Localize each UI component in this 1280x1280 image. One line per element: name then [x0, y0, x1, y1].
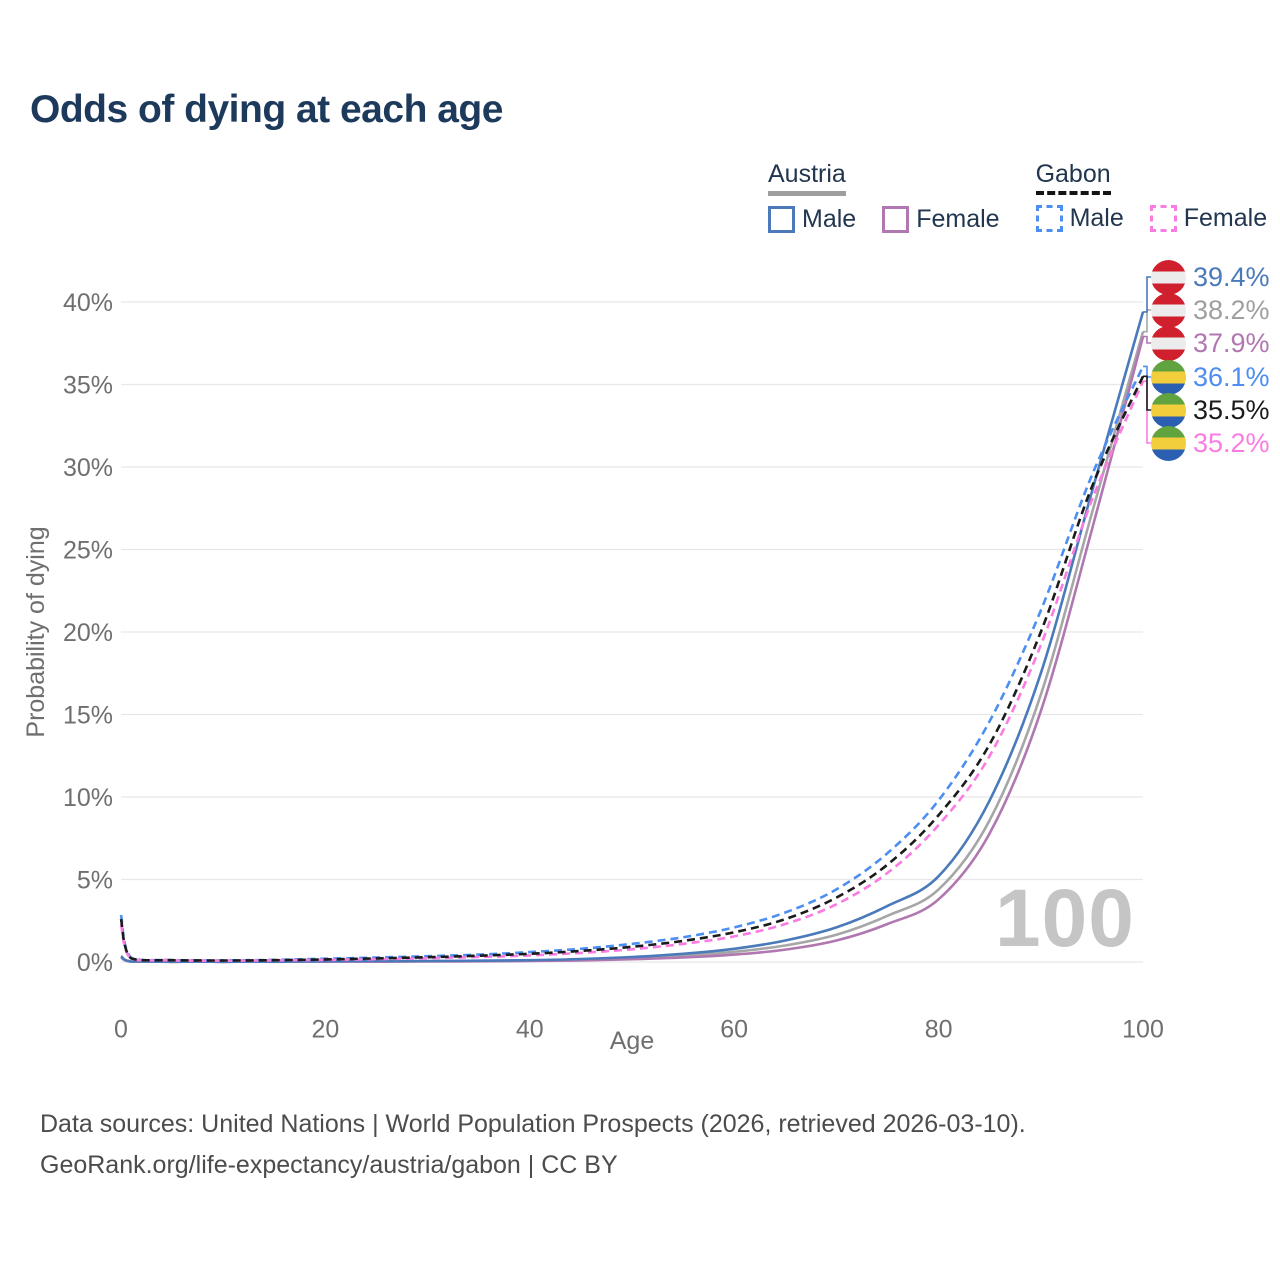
age-counter-watermark: 100: [995, 873, 1135, 964]
y-tick-label: 20%: [63, 619, 113, 647]
leader-line-austria-female: [1143, 335, 1152, 344]
legend-group-gabon: Gabon Male Female: [1035, 160, 1268, 234]
x-axis-title: Age: [610, 1027, 654, 1055]
end-label-row-austria-male: 39.4%: [1151, 259, 1270, 295]
leader-line-gabon-female: [1143, 380, 1152, 444]
x-tick-label: 100: [1122, 1016, 1164, 1044]
y-axis-title: Probability of dying: [22, 526, 50, 737]
end-value-austria-female: 37.9%: [1193, 327, 1270, 358]
series-line-austria-total: [120, 331, 1145, 964]
x-tick-label: 60: [720, 1016, 748, 1044]
end-value-gabon-total: 35.5%: [1193, 394, 1270, 425]
gabon-flag-icon: [1151, 359, 1186, 395]
legend-label-gabon-male: Male: [1069, 204, 1124, 232]
legend-label-austria-female: Female: [916, 205, 1000, 233]
end-value-austria-total: 38.2%: [1193, 294, 1270, 325]
legend-item-austria-male[interactable]: Male: [768, 205, 856, 234]
end-value-gabon-female: 35.2%: [1193, 427, 1270, 458]
legend-item-gabon-male[interactable]: Male: [1035, 204, 1124, 233]
y-tick-label: 25%: [63, 537, 113, 565]
y-tick-label: 5%: [77, 867, 113, 895]
y-tick-label: 0%: [77, 949, 113, 977]
austria-flag-icon: [1151, 259, 1186, 295]
series-line-gabon-female: [119, 380, 1145, 962]
leader-line-gabon-total: [1143, 375, 1152, 411]
legend-header-austria[interactable]: Austria: [768, 160, 846, 196]
end-value-austria-male: 39.4%: [1193, 261, 1270, 292]
y-tick-label: 10%: [63, 784, 113, 812]
austria-flag-icon: [1151, 325, 1186, 361]
series-line-austria-male: [120, 311, 1145, 964]
x-tick-label: 80: [925, 1016, 953, 1044]
austria-flag-icon: [1151, 292, 1186, 328]
y-tick-label: 40%: [63, 289, 113, 317]
y-tick-label: 15%: [63, 702, 113, 730]
end-label-row-gabon-total: 35.5%: [1151, 392, 1270, 428]
footer-license-line: GeoRank.org/life-expectancy/austria/gabo…: [40, 1151, 618, 1179]
y-tick-label: 35%: [63, 372, 113, 400]
series-line-austria-female: [120, 336, 1145, 964]
footer-source-line: Data sources: United Nations | World Pop…: [40, 1110, 1026, 1138]
series-line-gabon-total: [119, 375, 1145, 962]
legend-swatch-gabon-female-icon: [1149, 205, 1177, 232]
legend-item-austria-female[interactable]: Female: [882, 205, 1000, 234]
x-tick-label: 20: [311, 1016, 339, 1044]
end-label-row-austria-total: 38.2%: [1151, 292, 1270, 328]
legend-swatch-austria-female-icon: [882, 206, 910, 233]
end-label-row-gabon-female: 35.2%: [1151, 425, 1270, 461]
legend-label-austria-male: Male: [802, 205, 857, 233]
legend-item-gabon-female[interactable]: Female: [1149, 204, 1268, 233]
gabon-flag-icon: [1151, 392, 1186, 428]
page-title: Odds of dying at each age: [30, 88, 503, 131]
leader-line-austria-male: [1143, 276, 1152, 313]
legend-label-gabon-female: Female: [1183, 204, 1268, 232]
legend-items-gabon: Male Female: [1035, 204, 1268, 233]
x-tick-label: 40: [516, 1016, 544, 1044]
gabon-flag-icon: [1151, 425, 1186, 461]
end-value-gabon-male: 36.1%: [1193, 361, 1270, 392]
leader-line-gabon-male: [1143, 365, 1152, 378]
legend: Austria Male Female Gabon Male Female: [768, 160, 1267, 234]
legend-swatch-austria-male-icon: [768, 206, 795, 233]
end-label-row-gabon-male: 36.1%: [1151, 359, 1270, 395]
leader-line-austria-total: [1143, 309, 1152, 333]
x-tick-label: 0: [114, 1016, 128, 1044]
legend-swatch-gabon-male-icon: [1035, 205, 1063, 232]
end-label-row-austria-female: 37.9%: [1151, 325, 1270, 361]
y-tick-label: 30%: [63, 454, 113, 482]
footer-attribution: Data sources: United Nations | World Pop…: [40, 1104, 1026, 1186]
legend-header-gabon[interactable]: Gabon: [1035, 160, 1111, 195]
series-line-gabon-male: [119, 365, 1145, 962]
legend-items-austria: Male Female: [768, 205, 1000, 234]
legend-group-austria: Austria Male Female: [768, 160, 1000, 234]
